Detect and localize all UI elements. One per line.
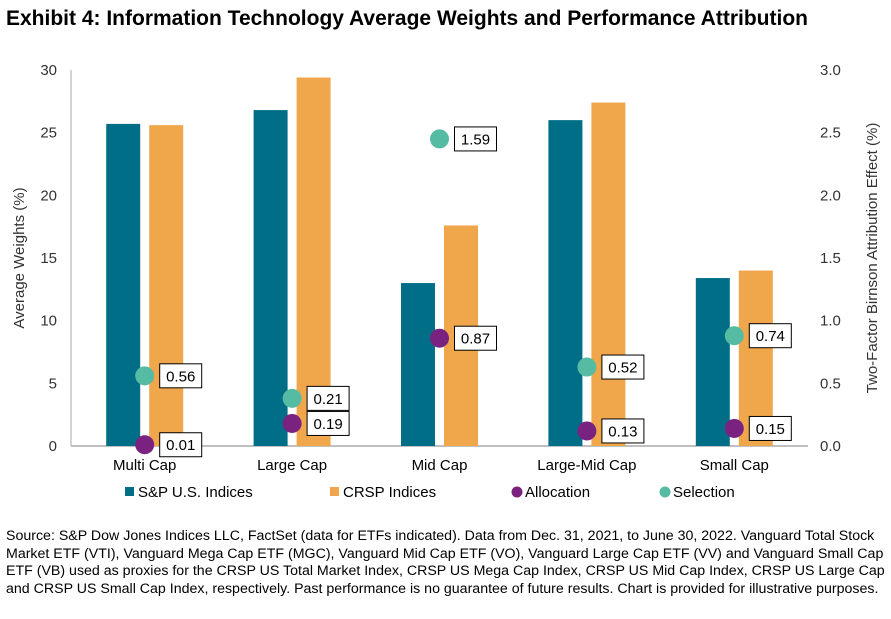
chart-title: Exhibit 4: Information Technology Averag… [6, 7, 808, 30]
legend-label: CRSP Indices [343, 484, 436, 501]
data-label-box [454, 126, 497, 152]
data-label: 0.52 [608, 360, 637, 377]
x-tick-label: Large Cap [257, 457, 327, 474]
source-note: Source: S&P Dow Jones Indices LLC, FactS… [6, 528, 885, 597]
y-tick-label: 20 [40, 187, 57, 204]
data-label-box [748, 323, 792, 349]
legend-swatch-0 [125, 487, 134, 496]
data-label-box [306, 385, 350, 411]
data-label: 0.56 [166, 368, 195, 385]
point-selection [430, 129, 449, 149]
bar-crsp [591, 102, 626, 446]
data-label-box [306, 410, 350, 436]
data-label-box [748, 415, 792, 441]
bar-sp [548, 120, 583, 446]
data-label: 0.01 [166, 437, 195, 454]
data-label: 0.21 [313, 391, 342, 408]
bar-sp [253, 110, 288, 447]
y-tick-label: 10 [40, 313, 57, 330]
x-tick-label: Large-Mid Cap [537, 457, 636, 474]
point-allocation [135, 435, 155, 455]
y-axis-label: Average Weights (%) [11, 187, 28, 328]
y-tick-label: 30 [40, 62, 57, 79]
bar-sp [401, 283, 435, 446]
y2-tick-label: 0.5 [820, 375, 841, 392]
data-label: 1.59 [461, 131, 490, 148]
data-label: 0.74 [756, 328, 785, 345]
legend-label: Allocation [525, 484, 590, 501]
bar-crsp [149, 125, 184, 446]
y2-tick-label: 2.0 [820, 187, 841, 204]
y2-tick-label: 3.0 [820, 62, 841, 79]
chart-svg: Average Weights (%) Two-Factor Birnson A… [11, 62, 881, 501]
legend-label: Selection [673, 484, 735, 501]
data-label: 0.19 [313, 416, 342, 433]
bar-crsp [296, 77, 331, 447]
legend-label: S&P U.S. Indices [138, 484, 253, 501]
point-selection [282, 388, 302, 408]
point-selection [577, 357, 597, 377]
data-label-box [454, 325, 497, 351]
y2-tick-label: 1.5 [820, 250, 841, 267]
legend-swatch-1 [330, 487, 339, 496]
x-tick-label: Multi Cap [113, 457, 176, 474]
y2-tick-label: 0.0 [820, 438, 841, 455]
data-label-box [159, 363, 203, 389]
x-tick-label: Small Cap [700, 457, 769, 474]
data-label: 0.15 [756, 421, 785, 438]
y-tick-label: 0 [49, 438, 57, 455]
point-selection [724, 326, 744, 346]
x-tick-label: Mid Cap [412, 457, 468, 474]
point-selection [135, 366, 155, 386]
y-tick-label: 25 [40, 125, 57, 142]
legend-marker-3 [659, 486, 671, 498]
point-allocation [577, 421, 597, 441]
data-label: 0.13 [608, 423, 637, 440]
y2-tick-label: 2.5 [820, 125, 841, 142]
y2-tick-label: 1.0 [820, 313, 841, 330]
data-label-box [601, 418, 645, 444]
bar-sp [695, 278, 730, 446]
point-allocation [724, 418, 744, 438]
data-label-box [601, 354, 645, 380]
y-tick-label: 5 [49, 375, 57, 392]
point-allocation [430, 328, 449, 348]
point-allocation [282, 413, 302, 433]
data-label-box [159, 432, 203, 458]
data-label: 0.87 [461, 331, 490, 348]
bar-sp [106, 123, 141, 446]
y2-axis-label: Two-Factor Birnson Attribution Effect (%… [864, 123, 881, 394]
y-tick-label: 15 [40, 250, 57, 267]
legend-marker-2 [511, 486, 523, 498]
